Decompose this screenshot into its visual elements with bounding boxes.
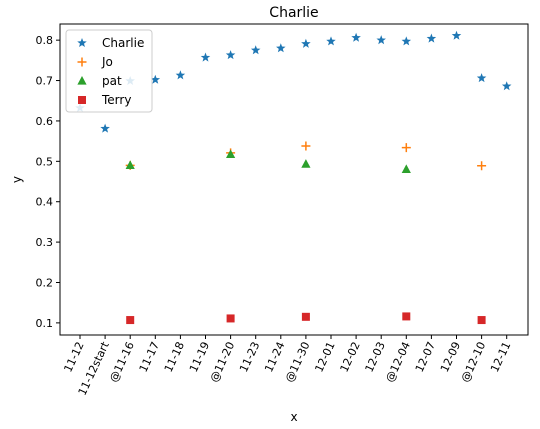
data-point: [376, 35, 386, 45]
data-point: [402, 312, 411, 321]
x-tick-label: 12-03: [363, 340, 388, 374]
data-point: [225, 50, 236, 60]
data-point: [100, 123, 110, 133]
data-point: [126, 316, 135, 325]
data-point: [477, 316, 486, 325]
y-axis-label: y: [10, 176, 24, 183]
x-tick-label: 12-07: [413, 340, 438, 374]
data-point: [401, 143, 411, 153]
legend-item: Charlie: [77, 36, 144, 50]
y-tick-label: 0.7: [36, 75, 54, 88]
legend-marker: [78, 96, 86, 104]
x-tick-label: 11-19: [187, 340, 212, 374]
data-point: [200, 52, 211, 62]
y-tick-label: 0.4: [36, 196, 54, 209]
x-tick-label: 11-23: [237, 340, 262, 374]
data-point: [301, 312, 310, 321]
data-point: [501, 81, 512, 91]
data-point: [250, 45, 261, 55]
legend-label: Jo: [101, 55, 113, 69]
x-tick-label: 11-18: [162, 340, 187, 374]
data-point: [276, 43, 286, 53]
x-tick-label: 11-12: [61, 340, 86, 374]
data-point: [175, 70, 186, 80]
y-tick-label: 0.5: [36, 155, 54, 168]
data-point: [125, 160, 135, 169]
x-tick-label: @11-16: [107, 340, 137, 384]
data-point: [351, 32, 361, 42]
data-point: [401, 164, 411, 174]
y-tick-label: 0.6: [36, 115, 54, 128]
legend-marker: [77, 76, 87, 85]
legend-label: Terry: [101, 93, 131, 107]
chart-title: Charlie: [269, 5, 318, 21]
data-point: [426, 33, 437, 43]
y-tick-label: 0.2: [36, 276, 54, 289]
x-tick-label: @12-10: [458, 340, 488, 384]
x-tick-label: @12-04: [383, 340, 413, 384]
legend-item: Jo: [77, 55, 113, 69]
legend-marker: [77, 57, 87, 67]
x-tick-label: @11-20: [207, 340, 237, 384]
x-tick-label: 12-02: [338, 340, 363, 374]
data-point: [401, 36, 412, 46]
data-point: [226, 314, 235, 323]
series-pat: [125, 149, 411, 174]
legend-item: pat: [77, 74, 122, 88]
y-tick-label: 0.8: [36, 34, 54, 47]
data-point: [451, 30, 462, 40]
series-terry: [126, 312, 486, 325]
data-points: [75, 30, 512, 325]
legend: Charlie Jo pat Terry: [65, 29, 153, 113]
y-tick-label: 0.1: [36, 317, 54, 330]
data-point: [326, 36, 336, 46]
x-tick-label: 11-17: [137, 340, 162, 374]
data-point: [226, 149, 236, 159]
data-point: [476, 73, 487, 83]
legend-marker: [77, 38, 87, 48]
x-tick-label: 12-11: [488, 340, 513, 374]
y-axis: 0.1 0.2 0.3 0.4 0.5 0.6 0.7 0.8: [36, 34, 60, 330]
data-point: [301, 159, 311, 168]
x-tick-label: @11-30: [283, 340, 313, 384]
legend-box: [65, 29, 153, 113]
data-point: [301, 38, 311, 48]
legend-label: pat: [102, 74, 122, 88]
x-tick-label: 12-01: [312, 340, 337, 374]
x-axis-label: x: [290, 410, 297, 424]
x-tick-label: 12-09: [438, 340, 463, 374]
legend-label: Charlie: [102, 36, 144, 50]
data-point: [301, 141, 311, 151]
legend-item: Terry: [78, 93, 131, 107]
data-point: [477, 161, 487, 171]
data-point: [150, 74, 161, 84]
x-tick-label: 11-24: [262, 340, 287, 374]
series-charlie: [75, 30, 512, 133]
y-tick-label: 0.3: [36, 236, 54, 249]
plot-frame: [59, 23, 529, 336]
